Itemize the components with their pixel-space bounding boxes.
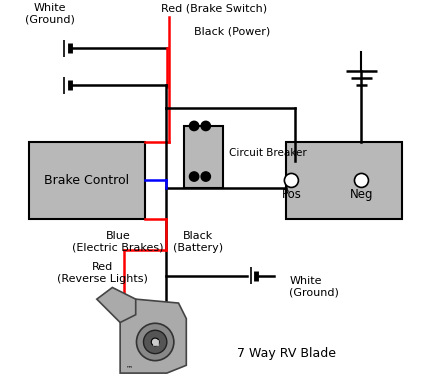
Bar [285, 142, 401, 220]
Polygon shape [97, 287, 135, 323]
Circle shape [151, 338, 159, 346]
Bar [184, 126, 223, 188]
Text: ™: ™ [166, 332, 173, 338]
Circle shape [353, 173, 368, 187]
Circle shape [201, 121, 210, 131]
Text: Red
(Reverse Lights): Red (Reverse Lights) [57, 262, 148, 284]
Text: Neg: Neg [349, 188, 372, 201]
Circle shape [201, 172, 210, 181]
Text: ™: ™ [126, 365, 133, 371]
Text: Circuit Breaker: Circuit Breaker [229, 148, 306, 158]
Text: 7 Way RV Blade: 7 Way RV Blade [237, 347, 335, 360]
Bar [29, 142, 145, 220]
Text: Pos: Pos [281, 188, 301, 201]
Text: Black
(Battery): Black (Battery) [172, 231, 223, 252]
Text: Brake Control: Brake Control [44, 174, 129, 187]
Polygon shape [120, 299, 186, 373]
Bar [153, 340, 157, 345]
Circle shape [284, 173, 298, 187]
Text: Black (Power): Black (Power) [194, 27, 270, 37]
Circle shape [189, 172, 198, 181]
Text: Red (Brake Switch): Red (Brake Switch) [161, 4, 267, 13]
Circle shape [189, 121, 198, 131]
Circle shape [136, 323, 173, 361]
Circle shape [143, 330, 166, 354]
Text: White
(Ground): White (Ground) [25, 4, 75, 25]
Text: White
(Ground): White (Ground) [289, 276, 338, 298]
Text: Blue
(Electric Brakes): Blue (Electric Brakes) [72, 231, 163, 252]
